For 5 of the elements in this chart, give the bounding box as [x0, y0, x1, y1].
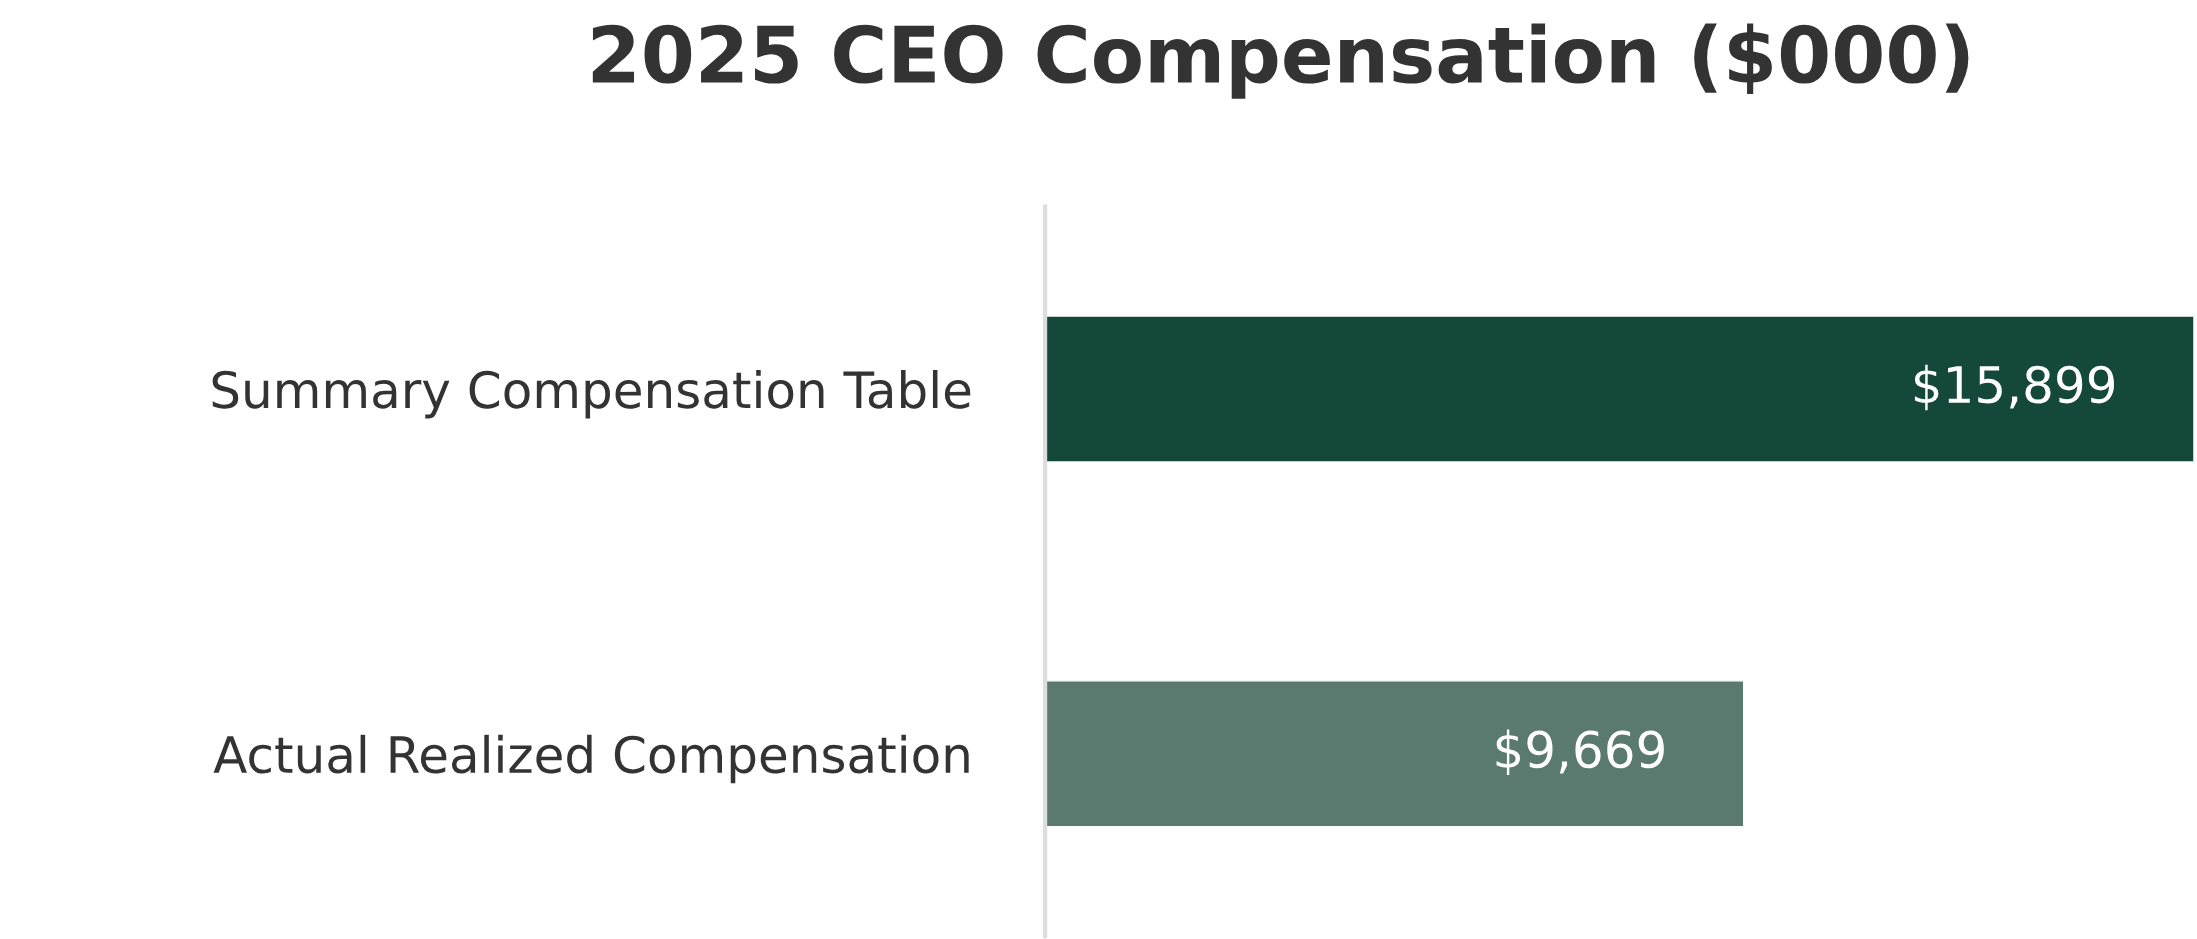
y-tick-label: Summary Compensation Table — [212, 369, 971, 419]
data-label: $15,899 — [1914, 364, 2115, 411]
y-tick-label: Actual Realized Compensation — [213, 734, 969, 784]
chart-title: 2025 CEO Compensation ($000) — [592, 23, 1969, 99]
data-label: $9,669 — [1496, 729, 1664, 775]
